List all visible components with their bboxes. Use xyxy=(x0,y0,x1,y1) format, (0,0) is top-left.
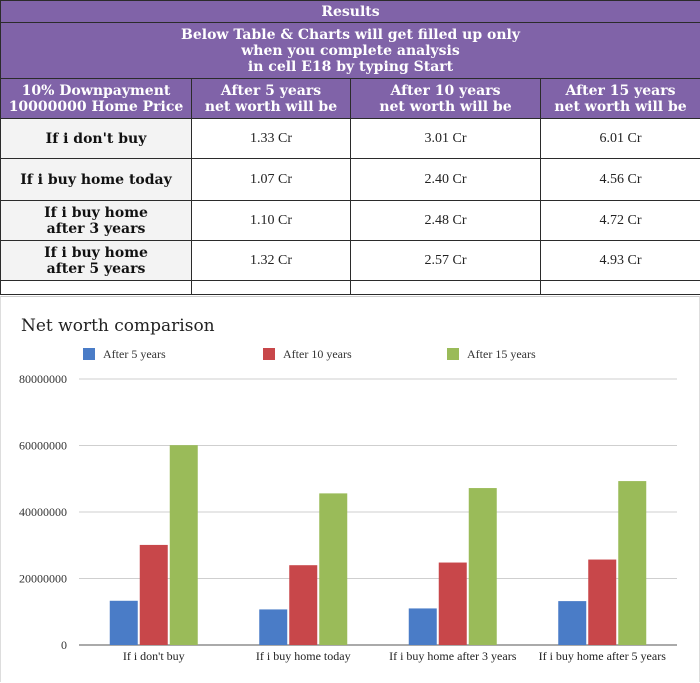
results-title[interactable]: Results xyxy=(1,1,700,23)
bar[interactable] xyxy=(319,493,347,645)
results-table: Results Below Table & Charts will get fi… xyxy=(0,0,700,295)
table-row: If i buy home today 1.07 Cr 2.40 Cr 4.56… xyxy=(1,159,700,201)
col-header-10-years[interactable]: After 10 years net worth will be xyxy=(351,79,541,119)
bar[interactable] xyxy=(289,565,317,645)
col-header-line: net worth will be xyxy=(545,99,696,115)
legend-label: After 15 years xyxy=(467,347,536,361)
chart-gridlines xyxy=(79,379,677,645)
legend-swatch xyxy=(83,348,95,360)
results-instructions[interactable]: Below Table & Charts will get filled up … xyxy=(1,23,700,79)
row-label: If i buy home today xyxy=(5,172,187,188)
y-tick-label: 80000000 xyxy=(19,372,67,386)
empty-cell[interactable] xyxy=(541,281,700,295)
net-worth-bar-chart: After 5 years After 10 years After 15 year… xyxy=(1,297,699,683)
legend-swatch xyxy=(263,348,275,360)
bar[interactable] xyxy=(140,545,168,645)
col-header-15-years[interactable]: After 15 years net worth will be xyxy=(541,79,700,119)
value-cell[interactable]: 1.07 Cr xyxy=(192,159,351,201)
value-cell[interactable]: 4.93 Cr xyxy=(541,241,700,281)
x-tick-label: If i don't buy xyxy=(123,649,185,663)
bar[interactable] xyxy=(588,560,616,645)
home-price-label: 10000000 Home Price xyxy=(5,99,187,115)
chart-legend: After 5 years After 10 years After 15 year… xyxy=(83,347,536,361)
y-tick-label: 40000000 xyxy=(19,505,67,519)
bar[interactable] xyxy=(110,601,138,645)
col-header-line: After 5 years xyxy=(196,83,346,99)
col-header-line: net worth will be xyxy=(355,99,536,115)
bar[interactable] xyxy=(409,608,437,645)
value-cell[interactable]: 3.01 Cr xyxy=(351,119,541,159)
table-row: If i don't buy 1.33 Cr 3.01 Cr 6.01 Cr xyxy=(1,119,700,159)
value-cell[interactable]: 2.48 Cr xyxy=(351,201,541,241)
row-label-cell[interactable]: If i buy home after 3 years xyxy=(1,201,192,241)
x-tick-label: If i buy home after 5 years xyxy=(539,649,667,663)
x-tick-label: If i buy home today xyxy=(256,649,351,663)
legend-label: After 5 years xyxy=(103,347,166,361)
bar[interactable] xyxy=(618,481,646,645)
instruction-line: in cell E18 by typing Start xyxy=(5,59,696,75)
value-cell[interactable]: 1.32 Cr xyxy=(192,241,351,281)
row-label-cell[interactable]: If i buy home today xyxy=(1,159,192,201)
bar[interactable] xyxy=(259,609,287,645)
y-tick-label: 0 xyxy=(61,638,67,652)
empty-cell[interactable] xyxy=(1,281,192,295)
bar[interactable] xyxy=(170,445,198,645)
legend-swatch xyxy=(447,348,459,360)
bar[interactable] xyxy=(558,601,586,645)
col-header-line: After 10 years xyxy=(355,83,536,99)
value-cell[interactable]: 1.33 Cr xyxy=(192,119,351,159)
empty-row xyxy=(1,281,700,295)
empty-cell[interactable] xyxy=(351,281,541,295)
row-label: If i buy home xyxy=(5,205,187,221)
y-tick-label: 20000000 xyxy=(19,572,67,586)
row-label: If i don't buy xyxy=(5,131,187,147)
table-row: If i buy home after 5 years 1.32 Cr 2.57… xyxy=(1,241,700,281)
value-cell[interactable]: 2.40 Cr xyxy=(351,159,541,201)
legend-label: After 10 years xyxy=(283,347,352,361)
value-cell[interactable]: 4.56 Cr xyxy=(541,159,700,201)
chart-bars xyxy=(110,445,647,645)
row-label: after 3 years xyxy=(5,221,187,237)
col-header-5-years[interactable]: After 5 years net worth will be xyxy=(192,79,351,119)
x-tick-label: If i buy home after 3 years xyxy=(389,649,517,663)
corner-header-cell[interactable]: 10% Downpayment 10000000 Home Price xyxy=(1,79,192,119)
row-label-cell[interactable]: If i don't buy xyxy=(1,119,192,159)
bar[interactable] xyxy=(469,488,497,645)
col-header-line: net worth will be xyxy=(196,99,346,115)
row-label: If i buy home xyxy=(5,245,187,261)
results-sheet: Results Below Table & Charts will get fi… xyxy=(0,0,700,295)
col-header-line: After 15 years xyxy=(545,83,696,99)
downpayment-label: 10% Downpayment xyxy=(5,83,187,99)
table-row: If i buy home after 3 years 1.10 Cr 2.48… xyxy=(1,201,700,241)
value-cell[interactable]: 1.10 Cr xyxy=(192,201,351,241)
row-label: after 5 years xyxy=(5,261,187,277)
value-cell[interactable]: 4.72 Cr xyxy=(541,201,700,241)
instruction-line: when you complete analysis xyxy=(5,43,696,59)
value-cell[interactable]: 2.57 Cr xyxy=(351,241,541,281)
empty-cell[interactable] xyxy=(192,281,351,295)
row-label-cell[interactable]: If i buy home after 5 years xyxy=(1,241,192,281)
bar[interactable] xyxy=(439,563,467,645)
value-cell[interactable]: 6.01 Cr xyxy=(541,119,700,159)
instruction-line: Below Table & Charts will get filled up … xyxy=(5,27,696,43)
x-axis-ticks: If i don't buy If i buy home today If i bu… xyxy=(123,649,666,663)
y-tick-label: 60000000 xyxy=(19,439,67,453)
y-axis-ticks: 0 20000000 40000000 60000000 80000000 xyxy=(19,372,67,652)
